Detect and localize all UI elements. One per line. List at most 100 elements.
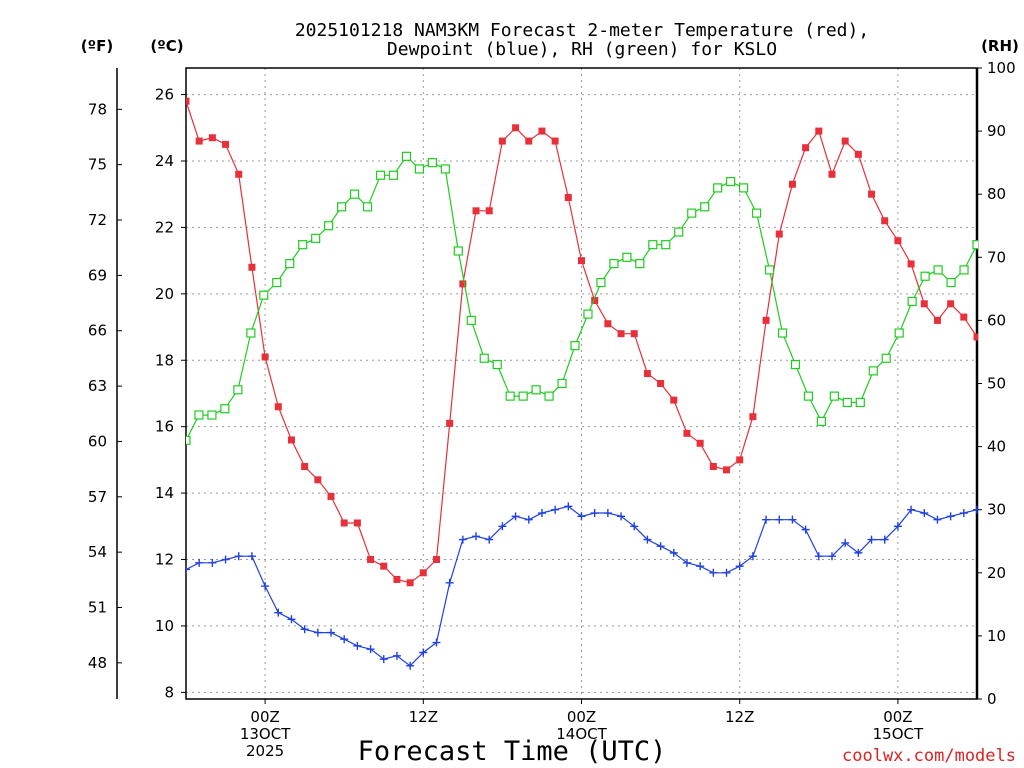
temperature-point	[498, 137, 506, 145]
dewpoint-point	[340, 635, 349, 644]
temperature-point	[287, 436, 295, 444]
dewpoint-point	[511, 512, 520, 521]
rh-point	[920, 271, 930, 281]
temperature-point	[736, 456, 744, 464]
dewpoint-point	[458, 535, 467, 544]
rh-point	[764, 265, 775, 275]
rh-tick-label: 20	[987, 564, 1006, 582]
rh-tick-label: 30	[987, 501, 1006, 519]
temperature-point	[314, 476, 322, 484]
temperature-point	[578, 257, 585, 265]
fahrenheit-tick-label: 60	[88, 432, 107, 450]
temperature-point	[657, 380, 665, 387]
rh-point	[233, 385, 243, 395]
dewpoint-point	[186, 565, 190, 574]
rh-point	[881, 353, 891, 363]
celsius-tick-label: 18	[155, 351, 174, 369]
dewpoint-point	[445, 578, 454, 587]
rh-point	[259, 290, 269, 300]
fahrenheit-axis-unit: (ºF)	[81, 37, 113, 55]
dewpoint-point	[208, 558, 217, 567]
temperature-series	[186, 97, 978, 587]
dewpoint-point	[392, 651, 401, 660]
dewpoint-point	[300, 625, 309, 634]
x-tick-label: 12Z	[725, 708, 754, 726]
rh-point	[907, 296, 917, 307]
dewpoint-point	[669, 548, 678, 557]
celsius-tick-label: 20	[155, 285, 174, 303]
dewpoint-point	[735, 562, 744, 571]
dewpoint-point	[959, 509, 968, 518]
celsius-tick-label: 26	[155, 86, 174, 104]
rh-point	[738, 183, 749, 193]
rh-point	[777, 328, 788, 338]
dewpoint-point	[537, 509, 546, 518]
celsius-axis-unit: (ºC)	[150, 37, 183, 55]
dewpoint-point	[696, 562, 705, 571]
temperature-point	[815, 127, 823, 135]
temperature-point	[868, 190, 876, 198]
fahrenheit-tick-label: 66	[88, 322, 107, 340]
dewpoint-point	[195, 558, 204, 567]
rh-point	[713, 183, 723, 193]
temperature-point	[485, 207, 493, 215]
celsius-tick-label: 22	[155, 218, 174, 236]
rh-point	[622, 252, 632, 262]
temperature-point	[854, 150, 862, 158]
rh-axis-unit: (RH)	[981, 37, 1019, 55]
rh-point	[220, 404, 230, 414]
dewpoint-point	[287, 615, 296, 624]
dewpoint-point	[485, 535, 494, 544]
fahrenheit-tick-label: 51	[88, 598, 107, 616]
rh-point	[816, 416, 826, 426]
dewpoint-point	[379, 655, 388, 664]
rh-point	[388, 170, 399, 180]
temperature-point	[683, 429, 691, 437]
rh-point	[362, 202, 373, 212]
rh-point	[635, 259, 645, 269]
rh-point	[272, 277, 282, 288]
dewpoint-point	[419, 648, 428, 657]
temperature-point	[973, 333, 978, 341]
dewpoint-point	[748, 552, 757, 561]
dewpoint-point	[221, 555, 230, 564]
dewpoint-point	[775, 515, 784, 524]
celsius-tick-label: 14	[155, 484, 174, 502]
x-tick-label: 12Z	[409, 708, 438, 726]
temperature-point	[617, 330, 625, 338]
rh-point	[186, 435, 191, 445]
temperature-point	[828, 170, 836, 178]
rh-tick-label: 50	[987, 375, 1006, 393]
dewpoint-point	[498, 522, 507, 531]
dewpoint-point	[933, 515, 942, 524]
rh-point	[894, 328, 904, 338]
x-tick-label: 00Z	[883, 708, 912, 726]
temperature-point	[881, 217, 889, 225]
rh-point	[700, 202, 710, 212]
temperature-point	[960, 313, 968, 321]
plot-frame	[185, 67, 978, 700]
fahrenheit-tick-label: 69	[88, 266, 107, 284]
temperature-point	[762, 316, 770, 324]
fahrenheit-tick-label: 75	[88, 156, 107, 174]
celsius-tick-label: 16	[155, 418, 174, 436]
dewpoint-point	[234, 552, 243, 561]
dewpoint-point	[603, 509, 612, 518]
celsius-tick-label: 8	[164, 683, 174, 701]
rh-tick-label: 0	[987, 690, 997, 708]
temperature-point	[406, 579, 414, 587]
rh-point	[531, 385, 541, 395]
dewpoint-point	[577, 512, 586, 521]
rh-point	[570, 341, 580, 351]
temperature-point	[894, 237, 902, 245]
temperature-point	[186, 97, 190, 105]
rh-point	[207, 410, 217, 420]
dewpoint-point	[682, 558, 691, 567]
temperature-point	[340, 519, 348, 527]
x-tick-label: 13OCT	[240, 725, 291, 743]
temperature-point	[195, 137, 203, 145]
dewpoint-point	[814, 552, 823, 561]
temperature-point	[551, 137, 559, 145]
temperature-point	[920, 300, 928, 308]
rh-tick-label: 90	[987, 122, 1006, 140]
